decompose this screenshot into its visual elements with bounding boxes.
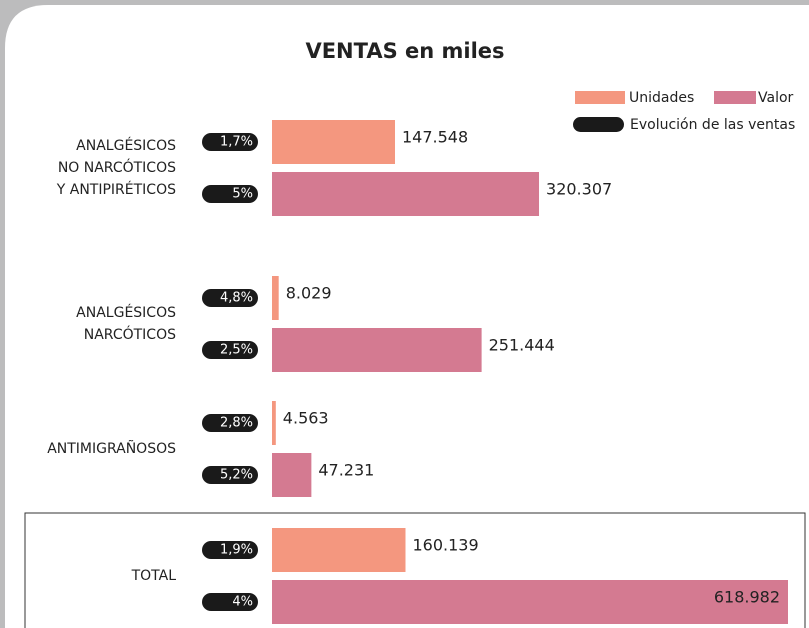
growth-label: 2,5% [220, 343, 253, 358]
legend-label: Unidades [629, 90, 694, 106]
growth-badge [202, 414, 258, 432]
growth-badge [202, 133, 258, 151]
growth-badge [202, 341, 258, 359]
growth-label: 2,8% [220, 416, 253, 431]
growth-badge [202, 593, 258, 611]
bar [272, 580, 788, 624]
chart-title: VENTAS en miles [305, 39, 504, 63]
value-label: 4.563 [283, 409, 329, 428]
bar [272, 328, 482, 372]
value-label: 47.231 [318, 461, 374, 480]
growth-badge [202, 185, 258, 203]
bar [272, 120, 395, 164]
value-label: 251.444 [489, 336, 555, 355]
growth-label: 5% [232, 187, 253, 202]
category-label: ANALGÉSICOS [76, 137, 176, 154]
legend-swatch [714, 91, 756, 104]
category-label: Y ANTIPIRÉTICOS [56, 181, 176, 198]
value-label: 147.548 [402, 128, 468, 147]
bar [272, 401, 276, 445]
legend-label: Valor [758, 90, 794, 106]
total-box [24, 512, 806, 628]
legend-swatch [573, 117, 624, 132]
value-label: 320.307 [546, 180, 612, 199]
growth-badge [202, 289, 258, 307]
bar [272, 528, 406, 572]
category-label: ANTIMIGRAÑOSOS [47, 440, 176, 457]
growth-label: 4% [232, 595, 253, 610]
category-label: NO NARCÓTICOS [58, 158, 176, 176]
growth-label: 1,7% [220, 135, 253, 150]
growth-label: 1,9% [220, 543, 253, 558]
category-label: TOTAL [131, 568, 177, 584]
category-label: NARCÓTICOS [84, 325, 176, 343]
legend-label: Evolución de las ventas [630, 117, 795, 133]
growth-badge [202, 466, 258, 484]
category-label: ANALGÉSICOS [76, 304, 176, 321]
bar [272, 453, 312, 497]
legend-swatch [575, 91, 625, 104]
bar [272, 276, 279, 320]
growth-label: 4,8% [220, 291, 253, 306]
bar [272, 172, 540, 216]
growth-label: 5,2% [220, 468, 253, 483]
value-label: 8.029 [286, 284, 332, 303]
value-label: 618.982 [714, 588, 780, 607]
value-label: 160.139 [412, 536, 478, 555]
growth-badge [202, 541, 258, 559]
